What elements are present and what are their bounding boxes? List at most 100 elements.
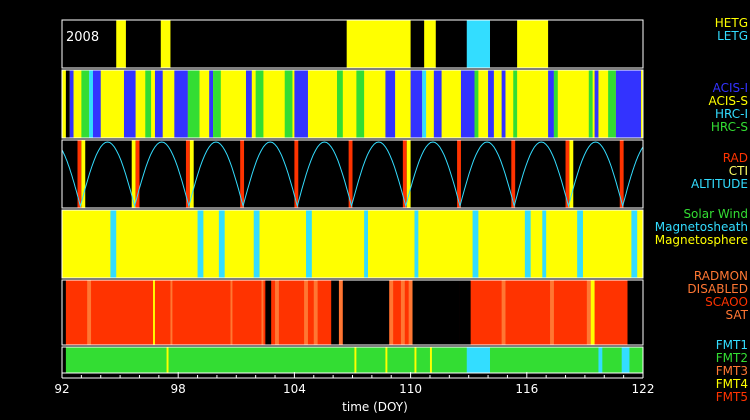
panel-radiation-segment (189, 140, 194, 208)
panel-region-segment (364, 210, 368, 278)
x-tick-label: 116 (515, 382, 538, 396)
panel-radiation-segment (135, 140, 140, 208)
panel-radmon-segment (87, 280, 92, 345)
panel-instrument-segment (73, 70, 82, 138)
panel-instrument-segment (615, 70, 642, 138)
panel-radmon-segment (550, 280, 554, 345)
panel-format-segment (354, 347, 357, 373)
legend-cti: CTI (728, 164, 748, 178)
panel-instrument-segment (213, 70, 221, 138)
panel-format-segment (385, 347, 388, 373)
panel-region-segment (218, 210, 225, 278)
panel-radiation-segment (402, 140, 407, 208)
panel-instrument-segment (245, 70, 252, 138)
panel-radmon-segment (338, 280, 343, 345)
panel-format-segment (598, 347, 603, 373)
legend-hrc-i: HRC-I (714, 107, 748, 121)
legend-altitude: ALTITUDE (690, 177, 748, 191)
x-tick-label: 104 (283, 382, 306, 396)
x-tick-label: 92 (54, 382, 69, 396)
legend-scaoo: SCAOO (705, 295, 748, 309)
legend-hrc-s: HRC-S (710, 120, 748, 134)
panel-instrument-segment (294, 70, 308, 138)
legend-rad: RAD (722, 151, 748, 165)
panel-radiation-segment (511, 140, 516, 208)
panel-radiation-segment (185, 140, 190, 208)
panel-radiation-segment (457, 140, 461, 208)
legend-fmt1: FMT1 (715, 338, 748, 352)
legend-format: FMT1 FMT2 FMT3 FMT4 FMT5 (716, 339, 748, 404)
x-tick-label: 110 (399, 382, 422, 396)
panel-region-segment (414, 210, 419, 278)
panel-instrument-segment (356, 70, 365, 138)
legend-hetg: HETG (714, 16, 748, 30)
panel-instrument-segment (608, 70, 616, 138)
panel-region-frame (61, 209, 644, 279)
panel-instrument-segment (488, 70, 494, 138)
year-label: 2008 (66, 30, 99, 45)
panel-instrument-segment (588, 70, 593, 138)
panel-radiation-segment (406, 140, 411, 208)
panel-instrument-segment (337, 70, 343, 138)
panel-instrument-segment (65, 70, 70, 138)
panel-radmon-segment (230, 280, 233, 345)
panel-radmon-segment (389, 280, 394, 345)
panel-radmon-segment (313, 280, 318, 345)
panel-instrument-segment (385, 70, 396, 138)
legend-fmt4: FMT4 (715, 377, 748, 391)
panel-radmon-segment (170, 280, 173, 345)
panel-radiation-segment (240, 140, 245, 208)
panel-instrument-segment (410, 70, 423, 138)
legend-fmt5: FMT5 (715, 390, 748, 404)
legend-instrument: ACIS-I ACIS-S HRC-I HRC-S (709, 82, 748, 134)
legend-radiation: RAD CTI ALTITUDE (691, 152, 748, 191)
panel-radmon-segment (501, 280, 506, 345)
panel-format-segment (466, 347, 491, 373)
panel-radiation-segment (77, 140, 82, 208)
panel-format-segment (621, 347, 630, 373)
panel-format-background (62, 347, 643, 373)
panel-grating-segment (116, 20, 126, 68)
panel-region-segment (472, 210, 479, 278)
panel-radiation-segment (294, 140, 299, 208)
panel-instrument-segment (433, 70, 442, 138)
legend-acis-i: ACIS-I (712, 81, 748, 95)
panel-instrument-segment (187, 70, 200, 138)
panel-radmon-segment (331, 280, 339, 345)
panel-radmon-segment (459, 280, 471, 345)
panel-instrument-segment (548, 70, 554, 138)
panel-instrument-segment (89, 70, 93, 138)
panel-region-segment (197, 210, 204, 278)
legend-magnetosphere: Magnetosphere (654, 233, 748, 247)
panel-radmon-segment (590, 280, 595, 345)
panel-radiation-segment (81, 140, 86, 208)
panel-radiation-segment (569, 140, 574, 208)
panel-instrument-segment (69, 70, 74, 138)
panel-radiation-segment (131, 140, 136, 208)
panel-radmon-segment (265, 280, 272, 345)
panel-instrument-segment (474, 70, 479, 138)
panel-instrument-segment (501, 70, 506, 138)
panel-grating-segment (466, 20, 491, 68)
panel-region-segment (306, 210, 312, 278)
legend-fmt3: FMT3 (715, 364, 748, 378)
panel-format-segment (429, 347, 432, 373)
legend-fmt2: FMT2 (715, 351, 748, 365)
altitude-curve (61, 141, 644, 208)
panel-radmon-segment (62, 280, 66, 345)
legend-radmon-item: RADMON (693, 269, 748, 283)
panel-radmon-segment (627, 280, 643, 345)
legend-acis-s: ACIS-S (708, 94, 748, 108)
panel-instrument-segment (145, 70, 152, 138)
panel-radmon-segment (153, 280, 155, 345)
panel-radmon-segment (400, 280, 405, 345)
legend-radmon: RADMON DISABLED SCAOO SAT (687, 270, 748, 322)
panel-radiation-segment (348, 140, 353, 208)
panel-format-frame (61, 346, 644, 374)
panel-instrument-frame (61, 69, 644, 139)
panel-instrument-segment (594, 70, 599, 138)
panel-region-segment (542, 210, 547, 278)
panel-instrument-segment (553, 70, 558, 138)
